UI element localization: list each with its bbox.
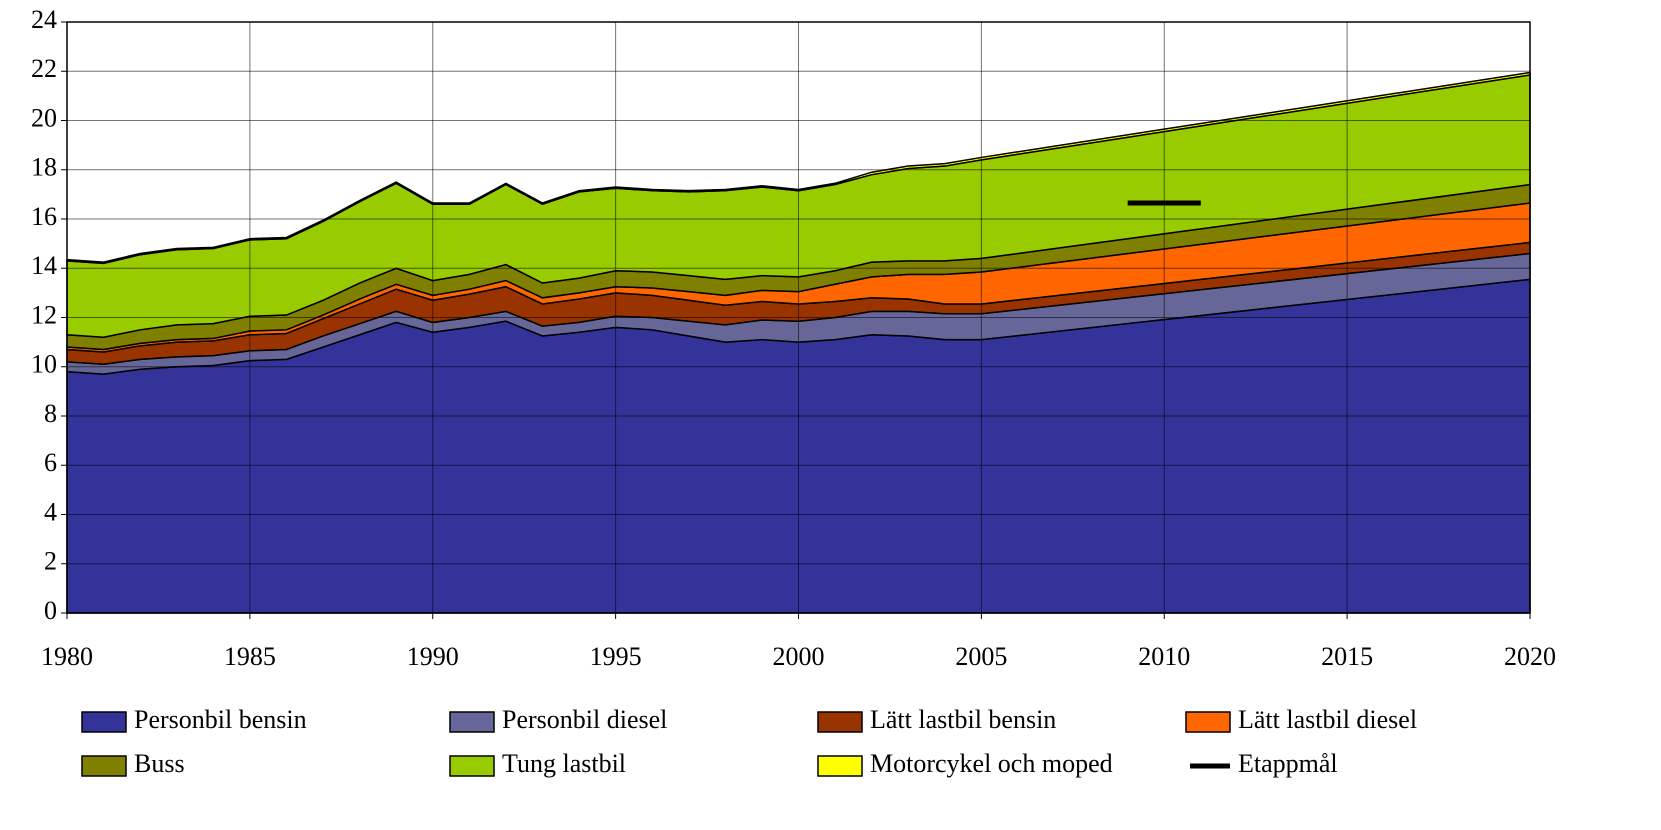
y-tick-label: 2 xyxy=(44,547,57,576)
y-tick-label: 18 xyxy=(31,153,57,182)
legend-swatch xyxy=(817,755,863,777)
legend-swatch xyxy=(1185,711,1231,733)
legend-label: Personbil bensin xyxy=(134,705,307,734)
legend-label: Tung lastbil xyxy=(502,749,626,778)
x-tick-label: 1995 xyxy=(590,642,642,671)
legend-label: Etappmål xyxy=(1238,749,1338,778)
x-tick-label: 1980 xyxy=(41,642,93,671)
y-tick-label: 12 xyxy=(31,300,57,329)
legend-swatch xyxy=(81,755,127,777)
x-tick-label: 1990 xyxy=(407,642,459,671)
y-tick-label: 20 xyxy=(31,103,57,132)
legend-label: Lätt lastbil bensin xyxy=(870,705,1056,734)
x-tick-label: 2010 xyxy=(1138,642,1190,671)
y-tick-label: 14 xyxy=(31,251,57,280)
y-tick-label: 22 xyxy=(31,54,57,83)
y-tick-label: 8 xyxy=(44,399,57,428)
legend-swatch xyxy=(817,711,863,733)
x-tick-label: 2005 xyxy=(955,642,1007,671)
legend-swatch xyxy=(81,711,127,733)
legend-label: Motorcykel och moped xyxy=(870,749,1113,778)
legend-swatch xyxy=(449,755,495,777)
y-tick-label: 10 xyxy=(31,350,57,379)
x-tick-label: 2000 xyxy=(773,642,825,671)
legend-label: Lätt lastbil diesel xyxy=(1238,705,1417,734)
y-tick-label: 4 xyxy=(44,497,57,526)
x-tick-label: 2020 xyxy=(1504,642,1556,671)
y-tick-label: 0 xyxy=(44,596,57,625)
x-tick-label: 1985 xyxy=(224,642,276,671)
x-tick-label: 2015 xyxy=(1321,642,1373,671)
y-tick-label: 24 xyxy=(31,5,57,34)
legend-label: Buss xyxy=(134,749,185,778)
y-tick-label: 6 xyxy=(44,448,57,477)
legend-swatch xyxy=(449,711,495,733)
legend-label: Personbil diesel xyxy=(502,705,667,734)
y-tick-label: 16 xyxy=(31,202,57,231)
